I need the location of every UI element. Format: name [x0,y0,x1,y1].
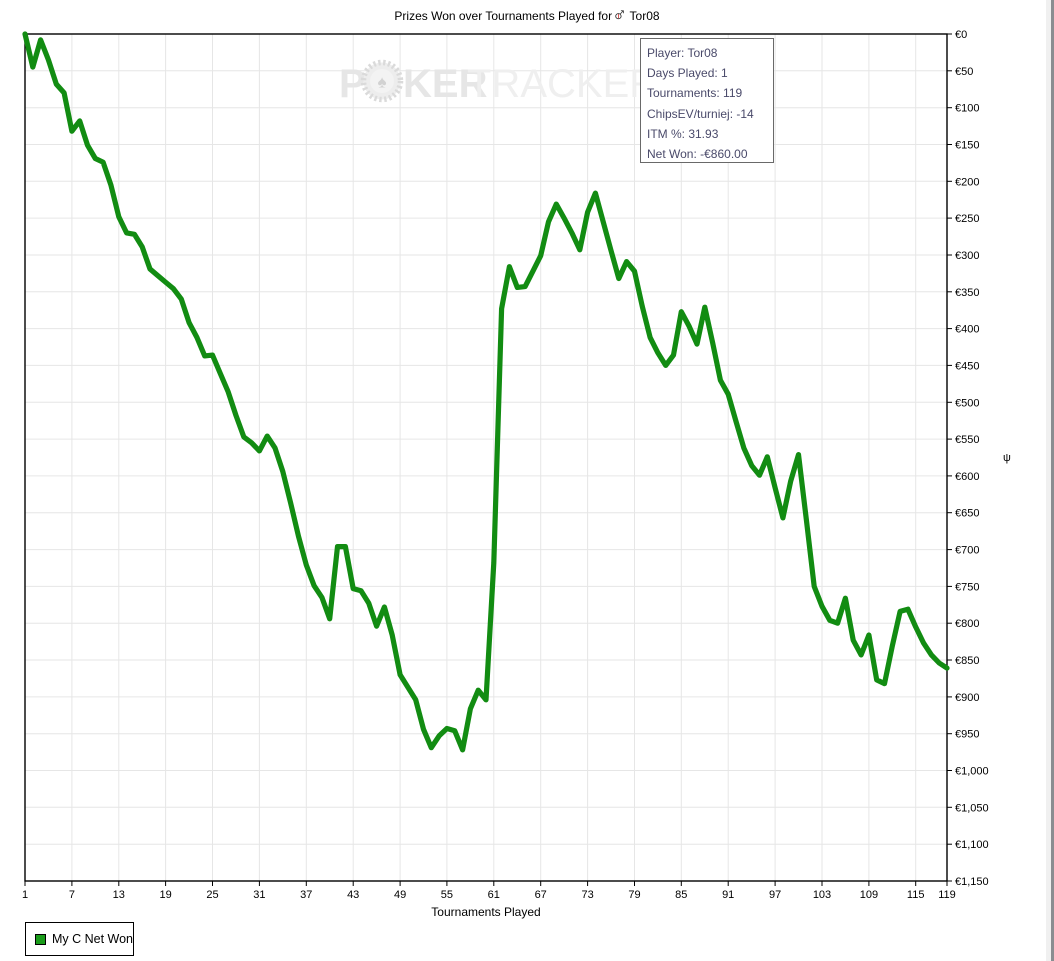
svg-text:€200: €200 [955,176,979,188]
svg-text:€0: €0 [955,29,967,41]
svg-text:€950: €950 [955,729,979,741]
svg-text:€350: €350 [955,287,979,299]
svg-text:67: 67 [535,889,547,901]
svg-text:109: 109 [860,889,878,901]
svg-text:€1,000: €1,000 [955,766,989,778]
svg-text:115: 115 [907,889,925,901]
svg-text:31: 31 [253,889,265,901]
svg-text:€800: €800 [955,618,979,630]
svg-text:€450: €450 [955,360,979,372]
svg-text:€600: €600 [955,471,979,483]
svg-text:€50: €50 [955,66,973,78]
svg-text:91: 91 [722,889,734,901]
svg-text:€750: €750 [955,581,979,593]
svg-text:€1,050: €1,050 [955,802,989,814]
svg-text:61: 61 [488,889,500,901]
svg-text:€400: €400 [955,324,979,336]
svg-text:€1,100: €1,100 [955,839,989,851]
svg-text:€850: €850 [955,655,979,667]
svg-text:€150: €150 [955,140,979,152]
svg-text:€300: €300 [955,250,979,262]
svg-text:43: 43 [347,889,359,901]
svg-text:85: 85 [675,889,687,901]
svg-text:19: 19 [159,889,171,901]
svg-text:€900: €900 [955,692,979,704]
svg-text:25: 25 [206,889,218,901]
svg-text:€500: €500 [955,397,979,409]
svg-text:49: 49 [394,889,406,901]
svg-text:97: 97 [769,889,781,901]
svg-text:13: 13 [113,889,125,901]
svg-text:€1,150: €1,150 [955,876,989,888]
svg-text:79: 79 [628,889,640,901]
svg-text:€250: €250 [955,213,979,225]
svg-text:€650: €650 [955,508,979,520]
svg-text:55: 55 [441,889,453,901]
svg-text:119: 119 [938,889,956,901]
svg-text:1: 1 [22,889,28,901]
svg-text:€700: €700 [955,545,979,557]
svg-text:€100: €100 [955,103,979,115]
svg-text:7: 7 [69,889,75,901]
svg-text:€550: €550 [955,434,979,446]
svg-text:73: 73 [581,889,593,901]
svg-text:103: 103 [813,889,831,901]
svg-text:37: 37 [300,889,312,901]
